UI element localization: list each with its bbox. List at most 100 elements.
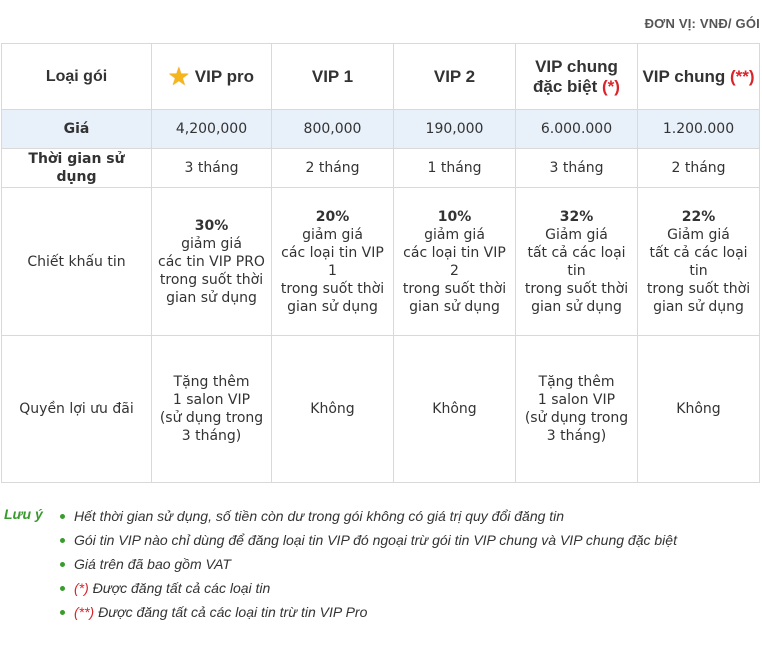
benefit-cell: Tặng thêm 1 salon VIP (sử dụng trong 3 t… xyxy=(151,335,272,483)
note-text: Được đăng tất cả các loại tin xyxy=(88,580,271,596)
benefit-line: Không xyxy=(310,401,355,417)
discount-cell: 30% giảm giá các tin VIP PRO trong suốt … xyxy=(151,187,272,336)
note-item: Hết thời gian sử dụng, số tiền còn dư tr… xyxy=(60,506,677,530)
discount-line: gian sử dụng xyxy=(531,298,622,315)
package-name: VIP 1 xyxy=(311,66,354,86)
notes-title: Lưu ý xyxy=(4,506,43,522)
discount-line: Giảm giá xyxy=(667,226,730,243)
header-row: Loại gói ★ VIP pro VIP 1 VIP 2 VIP chung … xyxy=(1,43,760,110)
discount-line: gian sử dụng xyxy=(287,298,378,315)
price-cell: 4,200,000 xyxy=(151,109,272,149)
discount-cell: 20% giảm giá các loại tin VIP 1 trong su… xyxy=(271,187,394,336)
discount-line: các loại tin VIP 2 xyxy=(403,244,506,279)
duration-cell: 2 tháng xyxy=(271,148,394,188)
discount-line: gian sử dụng xyxy=(653,298,744,315)
bullet-icon xyxy=(60,538,65,543)
discount-line: gian sử dụng xyxy=(166,289,257,306)
package-name: VIP pro xyxy=(194,66,254,86)
package-vip-2: VIP 2 xyxy=(393,43,516,110)
package-vip-pro: ★ VIP pro xyxy=(151,43,272,110)
bullet-icon xyxy=(60,562,65,567)
discount-line: Giảm giá xyxy=(545,226,608,243)
benefit-line: 3 tháng) xyxy=(181,428,242,444)
benefit-line: 3 tháng) xyxy=(546,428,607,444)
price-cell: 1.200.000 xyxy=(637,109,760,149)
package-vip-chung-dac-biet: VIP chung đặc biệt (*) xyxy=(515,43,638,110)
discount-percent: 30% xyxy=(194,217,229,234)
discount-line: các loại tin VIP 1 xyxy=(281,244,384,279)
notes-list: Hết thời gian sử dụng, số tiền còn dư tr… xyxy=(60,506,677,626)
discount-cell: 22% Giảm giá tất cả các loại tin trong s… xyxy=(637,187,760,336)
star-icon: ★ xyxy=(169,63,189,89)
pricing-table: Loại gói ★ VIP pro VIP 1 VIP 2 VIP chung … xyxy=(1,43,760,483)
note-item: (*) Được đăng tất cả các loại tin xyxy=(60,578,677,602)
bullet-icon xyxy=(60,610,65,615)
note-text: Hết thời gian sử dụng, số tiền còn dư tr… xyxy=(74,508,565,524)
note-item: Gói tin VIP nào chỉ dùng để đăng loại ti… xyxy=(60,530,677,554)
discount-percent: 20% xyxy=(315,208,350,225)
discount-label: Chiết khấu tin xyxy=(1,187,152,336)
duration-row: Thời gian sử dụng 3 tháng 2 tháng 1 thán… xyxy=(1,148,760,188)
discount-line: gian sử dụng xyxy=(409,298,500,315)
bullet-icon xyxy=(60,514,65,519)
package-name: VIP chung xyxy=(642,66,726,86)
discount-line: giảm giá xyxy=(302,226,363,243)
duration-cell: 3 tháng xyxy=(151,148,272,188)
discount-percent: 10% xyxy=(437,208,472,225)
package-name-line2: đặc biệt xyxy=(533,76,598,96)
discount-line: giảm giá xyxy=(424,226,485,243)
discount-cell: 32% Giảm giá tất cả các loại tin trong s… xyxy=(515,187,638,336)
footnote-mark: (*) xyxy=(602,76,620,96)
discount-line: trong suốt thời xyxy=(646,280,751,297)
duration-cell: 1 tháng xyxy=(393,148,516,188)
price-row: Giá 4,200,000 800,000 190,000 6.000.000 … xyxy=(1,109,760,149)
note-text: Gói tin VIP nào chỉ dùng để đăng loại ti… xyxy=(74,532,677,548)
package-type-label: Loại gói xyxy=(1,43,152,110)
price-cell: 190,000 xyxy=(393,109,516,149)
note-text: Được đăng tất cả các loại tin trừ tin VI… xyxy=(94,604,368,620)
discount-line: giảm giá xyxy=(181,235,242,252)
footnote-mark: (**) xyxy=(729,66,755,86)
package-vip-chung: VIP chung (**) xyxy=(637,43,760,110)
benefit-line: Không xyxy=(676,401,721,417)
duration-cell: 3 tháng xyxy=(515,148,638,188)
unit-note: ĐƠN VỊ: VNĐ/ GÓI xyxy=(644,16,760,31)
duration-cell: 2 tháng xyxy=(637,148,760,188)
note-item: Giá trên đã bao gồm VAT xyxy=(60,554,677,578)
benefit-line: 1 salon VIP xyxy=(172,392,251,408)
benefit-line: Tặng thêm xyxy=(538,374,615,390)
discount-line: trong suốt thời xyxy=(524,280,629,297)
bullet-icon xyxy=(60,586,65,591)
footnote-mark: (**) xyxy=(74,604,95,620)
package-vip-1: VIP 1 xyxy=(271,43,394,110)
discount-line: trong suốt thời xyxy=(402,280,507,297)
note-item: (**) Được đăng tất cả các loại tin trừ t… xyxy=(60,602,677,626)
discount-line: tất cả các loại tin xyxy=(649,244,748,279)
duration-label: Thời gian sử dụng xyxy=(1,148,152,188)
discount-row: Chiết khấu tin 30% giảm giá các tin VIP … xyxy=(1,187,760,336)
price-cell: 6.000.000 xyxy=(515,109,638,149)
benefit-line: 1 salon VIP xyxy=(537,392,616,408)
benefit-cell: Không xyxy=(271,335,394,483)
benefit-line: Không xyxy=(432,401,477,417)
footnote-mark: (*) xyxy=(74,580,89,596)
discount-percent: 32% xyxy=(559,208,594,225)
discount-line: trong suốt thời xyxy=(280,280,385,297)
package-name: VIP 2 xyxy=(433,66,476,86)
benefit-line: (sử dụng trong xyxy=(159,410,264,426)
discount-cell: 10% giảm giá các loại tin VIP 2 trong su… xyxy=(393,187,516,336)
price-cell: 800,000 xyxy=(271,109,394,149)
benefit-row: Quyền lợi ưu đãi Tặng thêm 1 salon VIP (… xyxy=(1,335,760,483)
benefit-cell: Không xyxy=(393,335,516,483)
package-name-line1: VIP chung xyxy=(535,56,618,76)
discount-line: tất cả các loại tin xyxy=(527,244,626,279)
note-text: Giá trên đã bao gồm VAT xyxy=(74,556,231,572)
discount-percent: 22% xyxy=(681,208,716,225)
discount-line: các tin VIP PRO xyxy=(158,253,265,270)
benefit-cell: Không xyxy=(637,335,760,483)
discount-line: trong suốt thời xyxy=(159,271,264,288)
benefit-cell: Tặng thêm 1 salon VIP (sử dụng trong 3 t… xyxy=(515,335,638,483)
benefit-line: Tặng thêm xyxy=(173,374,250,390)
benefit-label: Quyền lợi ưu đãi xyxy=(1,335,152,483)
price-label: Giá xyxy=(1,109,152,149)
